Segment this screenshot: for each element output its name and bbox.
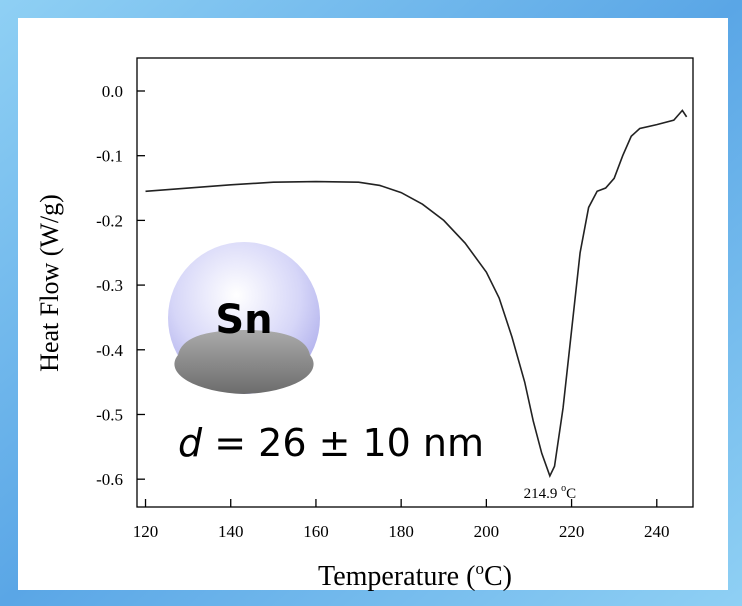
panel [18, 18, 728, 590]
y-tick-label: -0.4 [96, 341, 123, 360]
y-tick-label: 0.0 [102, 82, 123, 101]
x-tick-label: 140 [218, 522, 244, 541]
x-tick-label: 120 [133, 522, 159, 541]
annotation-value: 214.9 [524, 486, 558, 502]
peak-annotation: 214.9 oC [524, 483, 577, 502]
x-tick-label: 220 [559, 522, 585, 541]
x-tick-label: 160 [303, 522, 329, 541]
plot-frame [136, 57, 694, 508]
line [145, 109, 688, 479]
x-axis-label: Temperature (oC) [318, 559, 512, 592]
x-tick-label: 240 [644, 522, 670, 541]
size-symbol: d [178, 421, 203, 465]
y-tick-label: -0.3 [96, 276, 123, 295]
x-label-part: Temperature ( [318, 561, 475, 592]
x-tick-label: 200 [474, 522, 500, 541]
y-tick-label: -0.2 [96, 211, 123, 230]
x-label-sup: o [475, 559, 484, 578]
size-value: = 26 ± 10 nm [214, 421, 484, 465]
annotation-sup: o [561, 483, 566, 494]
annotation-unit: C [566, 486, 576, 502]
y-tick-label: -0.5 [96, 405, 123, 424]
size-label: d = 26 ± 10 nm [178, 421, 484, 465]
y-tick-label: -0.6 [96, 470, 123, 489]
y-axis-label: Heat Flow (W/g) [35, 194, 64, 372]
y-tick-label: -0.1 [96, 147, 123, 166]
x-label-part: C) [484, 561, 512, 592]
x-tick-label: 180 [388, 522, 414, 541]
sphere-cap [174, 330, 314, 394]
inset: Sn d = 26 ± 10 nm [168, 242, 484, 465]
element-label: Sn [215, 297, 272, 343]
